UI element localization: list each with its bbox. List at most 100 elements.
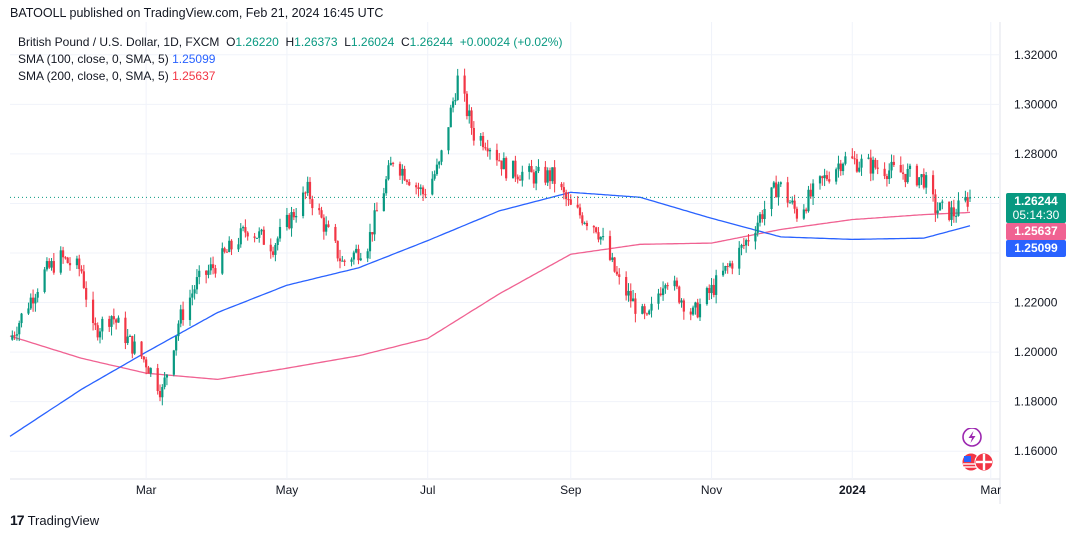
candle-body xyxy=(371,232,374,235)
candle-body xyxy=(680,300,683,303)
candle-body xyxy=(890,161,893,171)
candle-body xyxy=(867,157,870,159)
candle-body xyxy=(855,159,859,172)
lightning-icon[interactable] xyxy=(962,427,982,447)
high-label: H xyxy=(285,35,295,49)
candle-body xyxy=(48,261,51,268)
candle-body xyxy=(433,174,436,179)
candle-body xyxy=(964,197,967,201)
candle-body xyxy=(405,180,409,182)
tradingview-footer[interactable]: 17 TradingView xyxy=(10,512,99,528)
candle-body xyxy=(133,341,136,354)
candle-body xyxy=(650,303,653,311)
last-price-tag: 1.26244 05:14:30 xyxy=(1006,193,1066,223)
x-tick-label: Sep xyxy=(560,483,582,497)
candle-body xyxy=(585,222,589,227)
candle-body xyxy=(375,210,379,212)
sma100-label: SMA (100, close, 0, SMA, 5) xyxy=(18,52,169,66)
candle-body xyxy=(145,359,148,368)
candle-body xyxy=(498,160,501,162)
candle-body xyxy=(922,174,925,188)
candle-body xyxy=(417,187,420,189)
candle-body xyxy=(156,368,159,392)
sma200-price-tag: 1.25637 xyxy=(1006,223,1066,240)
close-label: C xyxy=(400,35,410,49)
candle-body xyxy=(731,263,734,269)
candle-body xyxy=(391,162,395,164)
candle-body xyxy=(885,176,889,180)
y-tick-label: 1.22000 xyxy=(1014,296,1058,310)
candle-body xyxy=(481,135,485,148)
candle-body xyxy=(359,258,362,261)
sma200-value: 1.25637 xyxy=(172,69,216,83)
candle-body xyxy=(336,240,339,259)
candle-body xyxy=(925,175,928,188)
candle-body xyxy=(241,227,245,229)
candle-body xyxy=(306,181,309,193)
candle-body xyxy=(906,168,909,183)
candle-body xyxy=(110,316,113,327)
candle-body xyxy=(172,350,175,375)
low-label: L xyxy=(344,35,351,49)
legend-sma100-row[interactable]: SMA (100, close, 0, SMA, 5) 1.25099 xyxy=(18,51,562,68)
candle-body xyxy=(805,209,808,212)
candle-body xyxy=(424,194,427,196)
candle-body xyxy=(419,187,422,189)
x-tick-label: 2024 xyxy=(839,483,866,497)
candle-body xyxy=(193,289,196,294)
time-axis[interactable]: Mar May Jul Sep Nov 2024 Mar xyxy=(136,483,1001,497)
candle-body xyxy=(745,240,748,246)
candle-body xyxy=(666,285,669,287)
candle-body xyxy=(85,287,88,300)
candle-body xyxy=(98,331,102,338)
candle-body xyxy=(486,148,489,152)
candle-body xyxy=(78,258,81,270)
candle-body xyxy=(661,288,665,296)
candle-body xyxy=(301,192,305,216)
bar-countdown: 05:14:30 xyxy=(1012,208,1060,222)
candle-body xyxy=(368,232,372,252)
us-uk-flags-icon[interactable] xyxy=(961,452,994,472)
candle-body xyxy=(551,167,554,182)
candle-body xyxy=(514,160,517,177)
open-label: O xyxy=(226,35,236,49)
candle-body xyxy=(179,309,182,324)
candle-body xyxy=(43,269,46,292)
candle-body xyxy=(645,313,649,315)
candle-body xyxy=(728,263,732,267)
candle-body xyxy=(553,167,556,184)
legend-sma200-row[interactable]: SMA (200, close, 0, SMA, 5) 1.25637 xyxy=(18,68,562,85)
candle-body xyxy=(468,110,471,117)
candle-body xyxy=(565,192,568,200)
candle-body xyxy=(756,222,759,233)
candle-body xyxy=(936,210,939,214)
candle-body xyxy=(205,270,208,275)
candle-body xyxy=(883,168,886,177)
candle-body xyxy=(941,201,944,203)
candle-body xyxy=(415,185,418,188)
candle-body xyxy=(837,163,840,170)
candle-body xyxy=(835,169,838,182)
candle-body xyxy=(334,226,337,241)
candle-body xyxy=(528,166,531,172)
candle-body xyxy=(34,297,37,304)
candle-body xyxy=(61,250,65,258)
chart-grid xyxy=(10,22,1001,504)
candles-group xyxy=(11,68,972,406)
x-tick-label: Mar xyxy=(980,483,1001,497)
candle-body xyxy=(163,377,166,388)
candle-body xyxy=(613,257,616,272)
candle-body xyxy=(239,228,242,245)
candle-body xyxy=(888,170,891,180)
candle-body xyxy=(726,266,729,268)
candle-body xyxy=(592,226,595,228)
candle-body xyxy=(91,299,95,324)
candle-body xyxy=(440,150,443,162)
candle-body xyxy=(221,248,224,274)
candle-body xyxy=(761,214,764,220)
symbol-title[interactable]: British Pound / U.S. Dollar, 1D, FXCM xyxy=(18,35,220,49)
chart-legend: British Pound / U.S. Dollar, 1D, FXCM O 1… xyxy=(18,34,562,85)
candle-body xyxy=(488,149,492,152)
candle-body xyxy=(253,236,256,238)
